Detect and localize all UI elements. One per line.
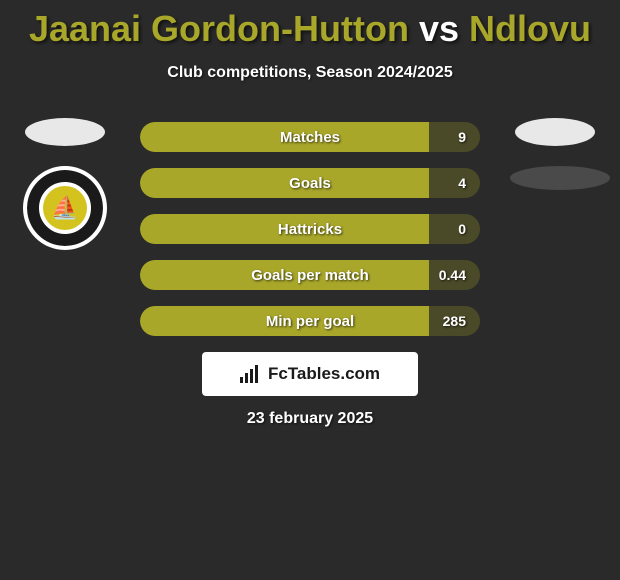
- date-text: 23 february 2025: [0, 410, 620, 428]
- stat-label: Min per goal: [140, 313, 480, 330]
- comparison-title: Jaanai Gordon-Hutton vs Ndlovu: [0, 0, 620, 50]
- stat-bar-row: Matches9: [140, 122, 480, 152]
- player2-club-placeholder: [510, 166, 610, 190]
- player1-column: ⛵: [20, 118, 110, 250]
- stat-value-right: 0.44: [439, 267, 466, 283]
- stat-label: Goals per match: [140, 267, 480, 284]
- stat-bar-row: Min per goal285: [140, 306, 480, 336]
- player1-name: Jaanai Gordon-Hutton: [29, 8, 409, 49]
- player1-photo-placeholder: [25, 118, 105, 146]
- vs-text: vs: [419, 8, 459, 49]
- stat-bar-row: Hattricks0: [140, 214, 480, 244]
- stat-label: Hattricks: [140, 221, 480, 238]
- player2-name: Ndlovu: [469, 8, 591, 49]
- stat-bar-row: Goals per match0.44: [140, 260, 480, 290]
- stat-value-right: 0: [458, 221, 466, 237]
- stat-label: Goals: [140, 175, 480, 192]
- player1-club-badge: ⛵: [23, 166, 107, 250]
- brand-box: FcTables.com: [202, 352, 418, 396]
- stat-bar-row: Goals4: [140, 168, 480, 198]
- chart-icon: [240, 365, 262, 383]
- brand-text: FcTables.com: [268, 364, 380, 384]
- stat-bars: Matches9Goals4Hattricks0Goals per match0…: [140, 122, 480, 352]
- subtitle: Club competitions, Season 2024/2025: [0, 64, 620, 82]
- stat-value-right: 4: [458, 175, 466, 191]
- stat-value-right: 9: [458, 129, 466, 145]
- ship-icon: ⛵: [51, 195, 78, 221]
- stat-value-right: 285: [443, 313, 466, 329]
- player2-photo-placeholder: [515, 118, 595, 146]
- player2-column: [510, 118, 600, 210]
- stat-label: Matches: [140, 129, 480, 146]
